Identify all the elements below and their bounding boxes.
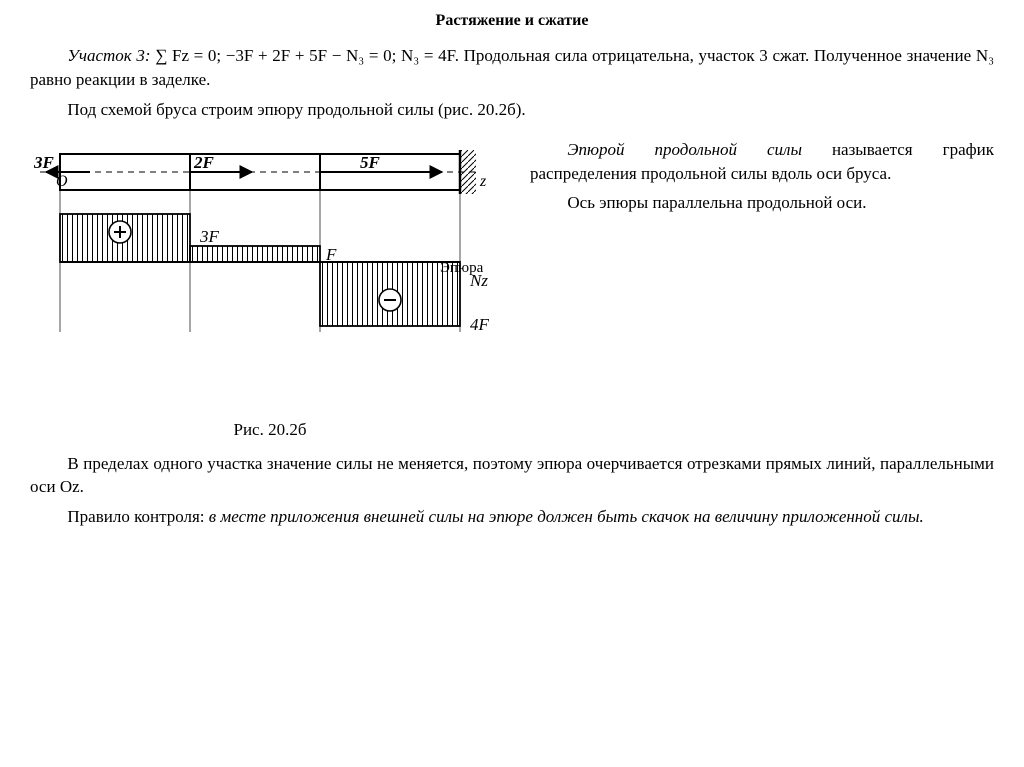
svg-text:3F: 3F xyxy=(199,227,220,246)
paragraph-3: В пределах одного участка значение силы … xyxy=(30,452,994,500)
svg-text:3F: 3F xyxy=(33,153,55,172)
p4-rule: в месте приложения внешней силы на эпюре… xyxy=(209,507,924,526)
side-paragraph-2: Ось эпюры параллельна продольной оси. xyxy=(530,191,994,215)
paragraph-1: Участок 3: ∑ Fz = 0; −3F + 2F + 5F − N₃ … xyxy=(30,44,994,92)
side-text-column: Эпюрой продольной силы называется график… xyxy=(530,132,994,221)
p4-lead: Правило контроля: xyxy=(67,507,208,526)
beam-epure-diagram: 3F2F5FOz3FF4FЭпюраNz xyxy=(30,132,510,412)
paragraph-4: Правило контроля: в месте приложения вне… xyxy=(30,505,994,529)
figure-row: 3F2F5FOz3FF4FЭпюраNz Рис. 20.2б Эпюрой п… xyxy=(30,132,994,442)
page-header: Растяжение и сжатие xyxy=(30,10,994,32)
figure-caption: Рис. 20.2б xyxy=(30,418,510,442)
svg-text:Nz: Nz xyxy=(469,271,488,290)
svg-text:z: z xyxy=(479,173,487,190)
paragraph-2: Под схемой бруса строим эпюру продольной… xyxy=(30,98,994,122)
side-paragraph-1: Эпюрой продольной силы называется график… xyxy=(530,138,994,186)
svg-text:4F: 4F xyxy=(470,315,490,334)
figure-column: 3F2F5FOz3FF4FЭпюраNz Рис. 20.2б xyxy=(30,132,510,442)
p1-lead: Участок 3: xyxy=(67,46,150,65)
svg-text:5F: 5F xyxy=(360,153,381,172)
side-p1-term: Эпюрой продольной силы xyxy=(567,140,802,159)
svg-text:O: O xyxy=(56,173,68,190)
svg-text:2F: 2F xyxy=(193,153,215,172)
p1-equation: ∑ Fz = 0; −3F + 2F + 5F − N₃ = 0; N₃ = 4… xyxy=(155,46,459,65)
